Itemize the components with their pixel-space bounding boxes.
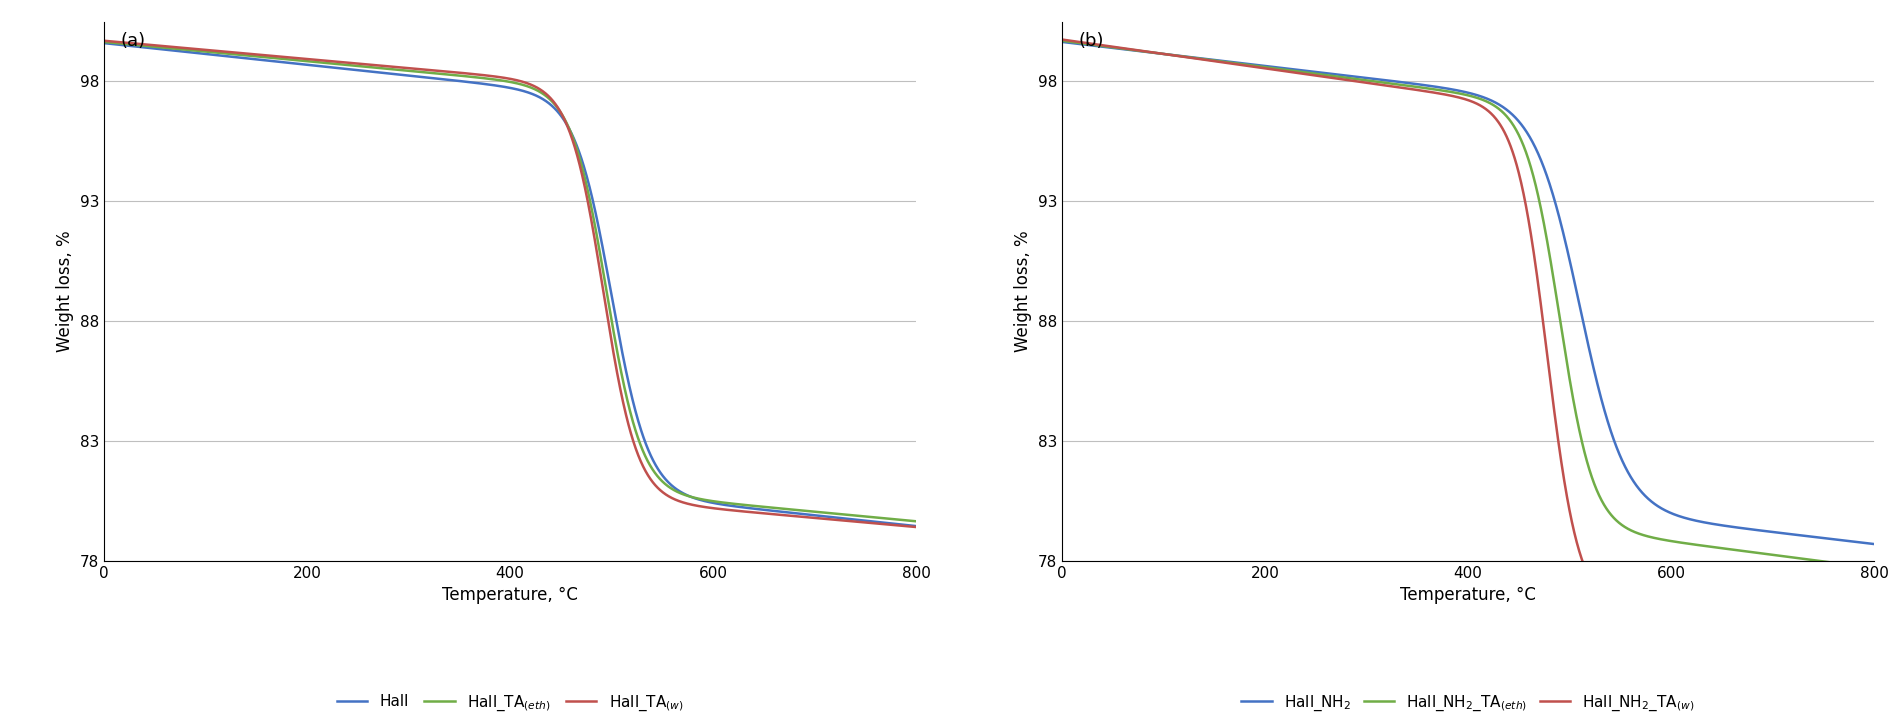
X-axis label: Temperature, °C: Temperature, °C [443, 586, 577, 604]
Text: (b): (b) [1079, 32, 1104, 50]
Legend: Hall, Hall_TA$_{(eth)}$, Hall_TA$_{(w)}$: Hall, Hall_TA$_{(eth)}$, Hall_TA$_{(w)}$ [331, 687, 689, 719]
Y-axis label: Weight loss, %: Weight loss, % [57, 230, 74, 352]
Text: (a): (a) [121, 32, 146, 50]
Y-axis label: Weight loss, %: Weight loss, % [1015, 230, 1032, 352]
Legend: Hall_NH$_2$, Hall_NH$_2$_TA$_{(eth)}$, Hall_NH$_2$_TA$_{(w)}$: Hall_NH$_2$, Hall_NH$_2$_TA$_{(eth)}$, H… [1236, 687, 1702, 719]
X-axis label: Temperature, °C: Temperature, °C [1401, 586, 1535, 604]
